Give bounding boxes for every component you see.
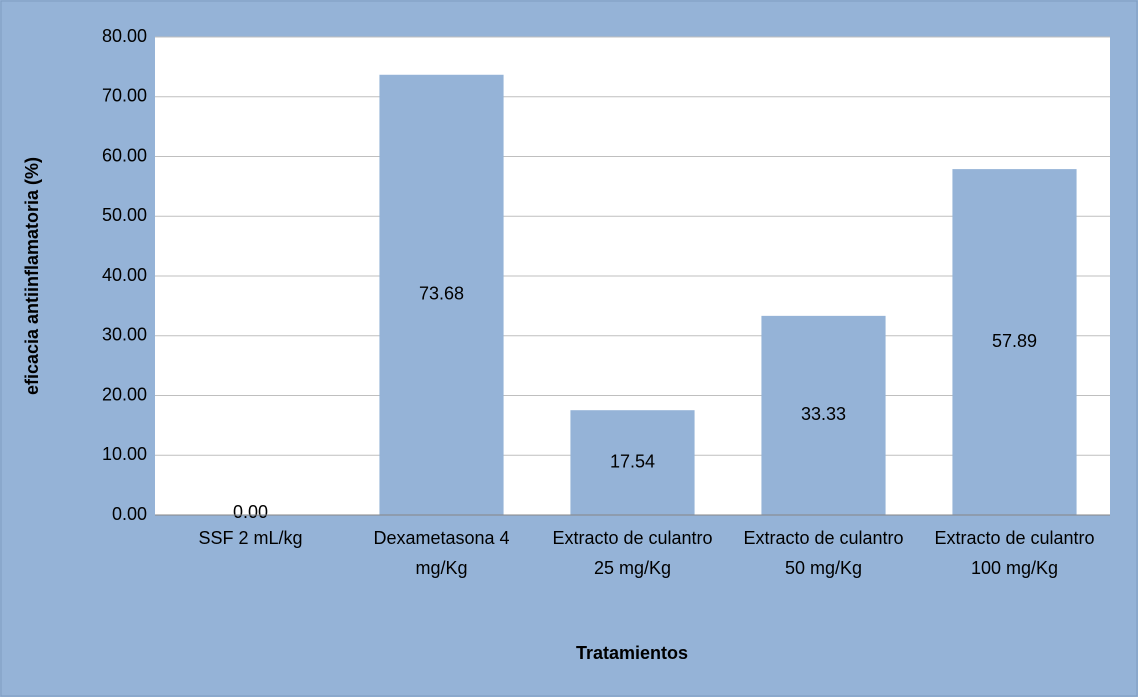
bar (570, 410, 695, 515)
y-tick-label: 70.00 (102, 86, 147, 106)
bar (761, 315, 886, 515)
data-label: 0.00 (233, 502, 268, 522)
y-tick-label: 50.00 (102, 205, 147, 225)
y-axis-title: eficacia antiinflamatoria (%) (22, 157, 42, 395)
x-tick-label: Extracto de culantro 25 mg/Kg (552, 528, 713, 578)
x-tick-label: SSF 2 mL/kg (198, 528, 303, 548)
y-tick-label: 80.00 (102, 26, 147, 46)
data-label: 17.54 (610, 451, 655, 471)
y-tick-label: 10.00 (102, 444, 147, 464)
bar (379, 74, 504, 516)
data-label: 73.68 (419, 284, 464, 304)
y-tick-label: 0.00 (112, 504, 147, 524)
x-tick-label: Extracto de culantro 100 mg/Kg (934, 528, 1095, 578)
bar (952, 169, 1077, 516)
x-axis-title: Tratamientos (576, 643, 688, 663)
y-tick-label: 20.00 (102, 384, 147, 404)
y-tick-label: 60.00 (102, 145, 147, 165)
x-tick-label: Extracto de culantro 50 mg/Kg (743, 528, 904, 578)
y-tick-label: 30.00 (102, 325, 147, 345)
x-tick-label: Dexametasona 4 mg/Kg (373, 528, 510, 578)
data-label: 33.33 (801, 404, 846, 424)
y-tick-label: 40.00 (102, 265, 147, 285)
data-label: 57.89 (992, 331, 1037, 351)
